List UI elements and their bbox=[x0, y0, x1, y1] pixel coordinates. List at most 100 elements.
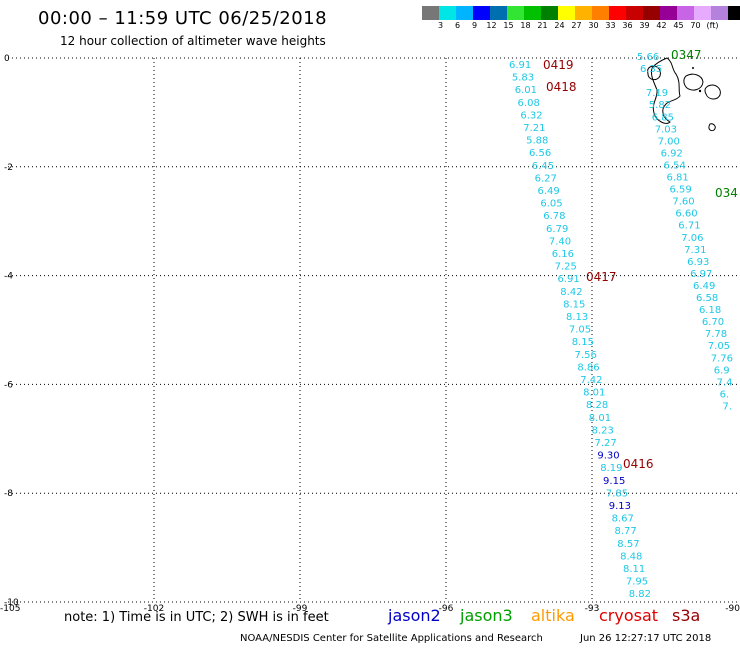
island-espanola-outline bbox=[708, 123, 716, 132]
x-tick-label: -99 bbox=[293, 604, 308, 614]
island-san-cristobal-outline bbox=[704, 84, 721, 100]
wave-height-value: 7.05 bbox=[569, 325, 591, 336]
wave-height-value: 7.4 bbox=[717, 377, 733, 388]
colorbar-swatch bbox=[490, 6, 507, 20]
units-note: note: 1) Time is in UTC; 2) SWH is in fe… bbox=[64, 610, 329, 625]
wave-height-value: 7.85 bbox=[606, 488, 628, 499]
wave-height-value: 7.19 bbox=[646, 88, 668, 99]
wave-height-value: 6.59 bbox=[669, 185, 691, 196]
colorbar-swatch bbox=[558, 6, 575, 20]
island-santa-cruz-outline bbox=[683, 73, 704, 91]
colorbar-swatch bbox=[609, 6, 626, 20]
colorbar-swatch bbox=[422, 6, 439, 20]
wave-height-value: 6.49 bbox=[693, 281, 715, 292]
colorbar-label: 30 bbox=[588, 21, 599, 30]
pass-label: 0417 bbox=[586, 270, 617, 284]
y-tick-label: -10 bbox=[4, 598, 19, 608]
wave-height-value: 6.81 bbox=[667, 173, 689, 184]
pass-label: 0419 bbox=[543, 58, 574, 72]
wave-height-value: 7.40 bbox=[549, 236, 571, 247]
pass-label: 0418 bbox=[546, 80, 577, 94]
colorbar-label: (ft) bbox=[706, 21, 719, 30]
colorbar-swatch bbox=[711, 6, 728, 20]
colorbar-label: 21 bbox=[537, 21, 548, 30]
wave-height-value: 9.30 bbox=[597, 451, 619, 462]
page-title: 00:00 – 11:59 UTC 06/25/2018 bbox=[38, 8, 328, 29]
wave-height-value: 6.97 bbox=[690, 269, 712, 280]
colorbar-label: 6 bbox=[454, 21, 461, 30]
wave-height-value: 6.92 bbox=[661, 148, 683, 159]
pass-label: 0416 bbox=[623, 457, 654, 471]
wave-height-value: 6.70 bbox=[702, 317, 724, 328]
wave-height-value: 6.27 bbox=[535, 173, 557, 184]
wave-height-value: 8.13 bbox=[566, 312, 588, 323]
colorbar-swatch bbox=[660, 6, 677, 20]
colorbar-label: 45 bbox=[673, 21, 684, 30]
pass-label: 0347 bbox=[671, 48, 702, 62]
wave-height-value: 6.08 bbox=[518, 98, 540, 109]
colorbar-label: 15 bbox=[503, 21, 514, 30]
wave-height-value: 6.79 bbox=[546, 224, 568, 235]
wave-height-colorbar bbox=[422, 6, 740, 20]
colorbar-swatch bbox=[677, 6, 694, 20]
island-fernandina-outline bbox=[647, 65, 661, 81]
wave-height-value: 8.01 bbox=[583, 388, 605, 399]
wave-height-value: 7.27 bbox=[595, 438, 617, 449]
wave-height-value: 7.78 bbox=[705, 329, 727, 340]
colorbar-swatch bbox=[592, 6, 609, 20]
colorbar-swatch bbox=[575, 6, 592, 20]
wave-height-value: 8.28 bbox=[586, 400, 608, 411]
y-tick-label: -4 bbox=[4, 272, 13, 282]
wave-height-value: 9.15 bbox=[603, 476, 625, 487]
pass-label: 034 bbox=[715, 186, 738, 200]
wave-height-value: 8.23 bbox=[592, 425, 614, 436]
wave-height-value: 7.31 bbox=[684, 245, 706, 256]
wave-height-value: 8.15 bbox=[572, 337, 594, 348]
colorbar-label: 18 bbox=[520, 21, 531, 30]
wave-height-value: 6.05 bbox=[540, 199, 562, 210]
colorbar-label: 39 bbox=[639, 21, 650, 30]
wave-height-value: 9.13 bbox=[609, 501, 631, 512]
wave-height-value: 6. bbox=[720, 389, 730, 400]
wave-height-value: 7.60 bbox=[672, 197, 694, 208]
wave-height-value: 6.01 bbox=[515, 85, 537, 96]
x-tick-label: -93 bbox=[585, 604, 600, 614]
colorbar-label: 36 bbox=[622, 21, 633, 30]
colorbar-label: 24 bbox=[554, 21, 565, 30]
wave-height-value: 5.82 bbox=[649, 100, 671, 111]
wave-height-value: 8.82 bbox=[629, 589, 651, 600]
wave-height-value: 8.01 bbox=[589, 413, 611, 424]
wave-height-value: 6.9 bbox=[714, 365, 730, 376]
wave-height-value: 6.91 bbox=[509, 60, 531, 71]
wave-height-value: 6.93 bbox=[687, 257, 709, 268]
wave-height-value: 7.06 bbox=[681, 233, 703, 244]
wave-height-value: 7.21 bbox=[523, 123, 545, 134]
wave-height-value: 7.00 bbox=[658, 136, 680, 147]
legend-mission: cryosat bbox=[599, 606, 659, 625]
altimeter-tracks: 6.91 5.836.01 6.086.32 7.21 5.886.56 6.456.27… bbox=[509, 52, 733, 600]
wave-height-value: 6.32 bbox=[520, 110, 542, 121]
colorbar-label: 3 bbox=[437, 21, 444, 30]
generation-timestamp: Jun 26 12:27:17 UTC 2018 bbox=[580, 633, 712, 644]
wave-height-value: 7.76 bbox=[711, 353, 733, 364]
wave-height-value: 7.95 bbox=[626, 577, 648, 588]
wave-height-value: 8.15 bbox=[563, 299, 585, 310]
colorbar-label: 12 bbox=[486, 21, 497, 30]
colorbar-label: 33 bbox=[605, 21, 616, 30]
y-tick-label: -6 bbox=[4, 380, 13, 390]
wave-height-value: 5.88 bbox=[526, 136, 548, 147]
island-isabela-outline bbox=[651, 57, 681, 124]
colorbar-swatch bbox=[456, 6, 473, 20]
colorbar-swatch bbox=[694, 6, 711, 20]
wave-height-value: 8.57 bbox=[617, 539, 639, 550]
wave-height-value: 7. bbox=[723, 401, 733, 412]
x-tick-label: -102 bbox=[144, 604, 164, 614]
colorbar-label: 27 bbox=[571, 21, 582, 30]
wave-height-value: 5.83 bbox=[512, 73, 534, 84]
legend-mission: jason2 bbox=[388, 606, 441, 625]
map-gridlines bbox=[8, 57, 738, 603]
colorbar-label: 9 bbox=[471, 21, 478, 30]
wave-height-value: 7.05 bbox=[708, 341, 730, 352]
legend-mission: altika bbox=[531, 606, 575, 625]
